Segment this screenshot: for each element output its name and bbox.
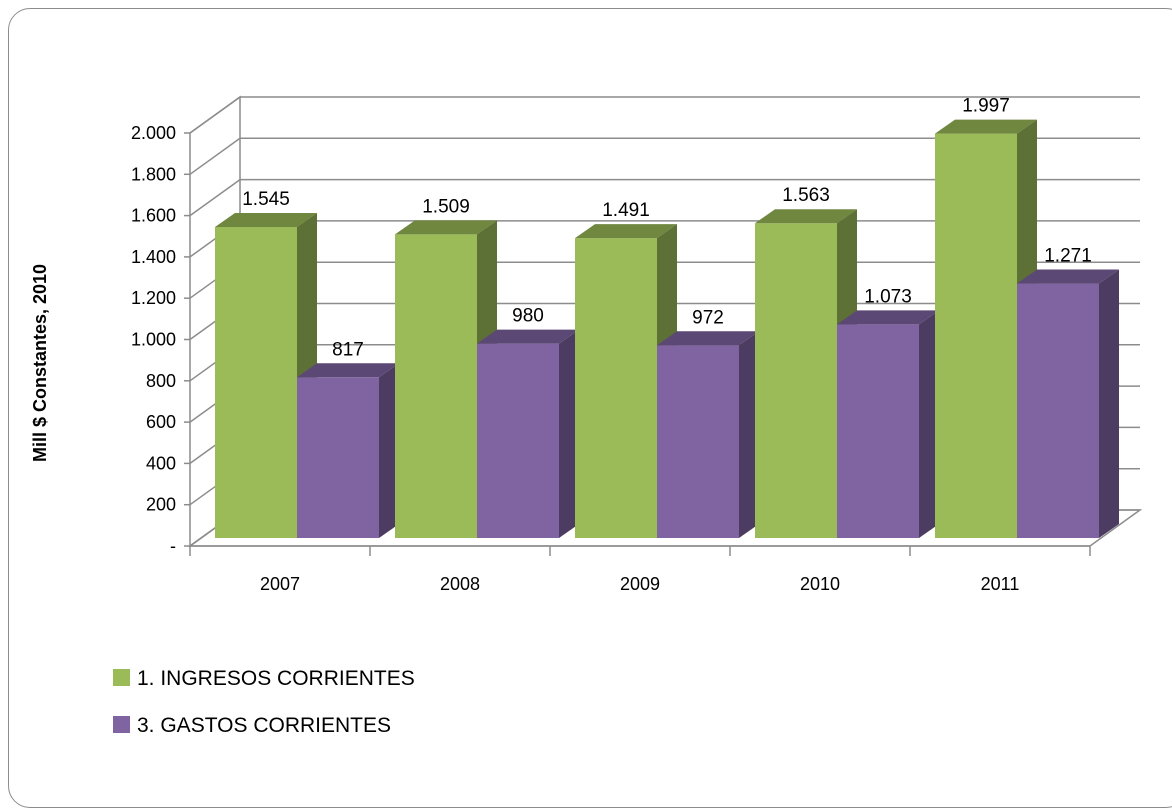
bar-front — [477, 343, 559, 538]
bar-top — [755, 209, 857, 224]
bar-side — [379, 363, 399, 538]
legend-swatch — [113, 716, 130, 733]
bar-top — [837, 310, 939, 325]
bar-front — [575, 238, 657, 538]
bar-front — [1017, 283, 1099, 538]
bar-front — [935, 133, 1017, 538]
bar-top — [477, 329, 579, 344]
bar-top — [575, 224, 677, 239]
y-axis-title: Mill $ Constantes, 2010 — [30, 264, 50, 462]
bar-front — [395, 234, 477, 539]
data-label: 1.509 — [422, 196, 470, 217]
x-tick-label: 2010 — [800, 574, 840, 594]
bar-top — [935, 119, 1037, 134]
y-tick-label: 2.000 — [131, 123, 176, 143]
bar-side — [739, 331, 759, 538]
gridline — [189, 137, 1140, 175]
y-tick-label: 1.800 — [131, 164, 176, 184]
legend-label: 1. INGRESOS CORRIENTES — [137, 667, 415, 690]
data-label: 972 — [692, 307, 724, 328]
legend: 1. INGRESOS CORRIENTES 3. GASTOS CORRIENT… — [113, 667, 415, 737]
bar-top — [657, 331, 759, 346]
bar-top — [395, 220, 497, 235]
data-label: 1.271 — [1044, 246, 1092, 267]
data-label: 980 — [512, 306, 544, 327]
bar-front — [657, 345, 739, 538]
data-label: 1.073 — [864, 286, 912, 307]
x-axis-ticks: 2007 2008 2009 2010 2011 — [189, 546, 1091, 594]
y-tick-label: 1.400 — [131, 247, 176, 267]
x-tick-label: 2009 — [620, 574, 660, 594]
legend-label: 3. GASTOS CORRIENTES — [137, 714, 391, 737]
bar-front — [837, 324, 919, 538]
bar-front — [215, 226, 297, 538]
legend-swatch — [113, 669, 130, 686]
data-label: 1.491 — [602, 200, 650, 221]
bar-top — [297, 363, 399, 378]
data-label: 817 — [332, 339, 364, 360]
x-tick-label: 2011 — [981, 574, 1020, 594]
data-label: 1.563 — [782, 185, 830, 206]
y-tick-label: 1.000 — [131, 330, 176, 350]
data-label: 1.545 — [242, 189, 290, 210]
bar-side — [919, 310, 939, 538]
y-tick-label: 1.200 — [131, 288, 176, 308]
gridline — [189, 96, 1140, 134]
y-tick-label: 200 — [146, 495, 176, 515]
y-tick-label: 600 — [146, 412, 176, 432]
bar-front — [297, 377, 379, 538]
data-label: 1.997 — [962, 96, 1010, 117]
y-tick-label: 1.600 — [131, 206, 176, 226]
bar-top — [1017, 269, 1119, 284]
y-tick-label: - — [170, 536, 176, 556]
y-tick-label: 400 — [146, 453, 176, 473]
y-axis-ticks: - 200 400 600 800 1.000 1.200 1.400 1.600 1.800 2.… — [131, 123, 176, 556]
bar-side — [1099, 269, 1119, 538]
gridline — [189, 178, 1140, 217]
chart-svg: - 200 400 600 800 1.000 1.200 1.400 1.600 1.800 2.… — [30, 95, 1143, 737]
bar-side — [559, 329, 579, 538]
data-labels: 1.545 817 1.509 980 1.491 972 1.563 1.073 1.997 1… — [242, 96, 1092, 361]
y-tick-label: 800 — [146, 371, 176, 391]
x-tick-label: 2007 — [260, 574, 300, 594]
x-tick-label: 2008 — [440, 574, 480, 594]
bar-top — [215, 212, 317, 227]
bars — [215, 119, 1119, 539]
bar-front — [755, 223, 837, 539]
